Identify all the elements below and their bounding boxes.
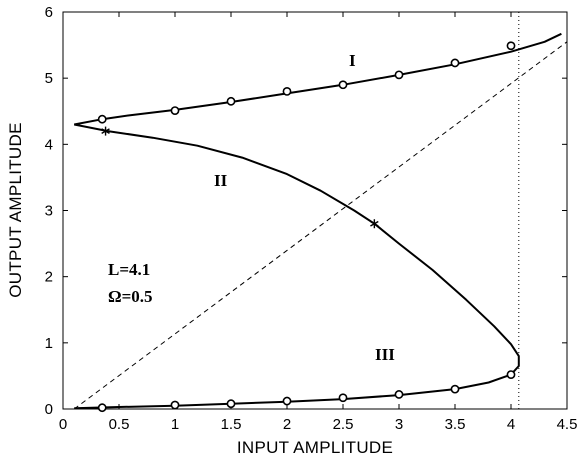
- x-axis-title: INPUT AMPLITUDE: [237, 438, 393, 457]
- data-point-circle: [170, 106, 180, 115]
- annotation-omega-value: Ω=0.5: [108, 287, 153, 306]
- data-point-circle: [170, 400, 180, 410]
- y-axis-title: OUTPUT AMPLITUDE: [6, 122, 25, 297]
- data-point-circle: [394, 390, 404, 399]
- star-stroke: [370, 220, 379, 227]
- data-point-star: [370, 219, 379, 229]
- markers-layer: [97, 41, 516, 413]
- x-tick-label: 4.5: [557, 416, 578, 433]
- x-tick-label: 1: [171, 416, 179, 433]
- x-tick-label: 3.5: [445, 416, 466, 433]
- annotations: I II III L=4.1 Ω=0.5: [108, 51, 395, 364]
- annotation-branch-3: III: [375, 345, 395, 364]
- series-line-solid: [74, 32, 562, 126]
- data-point-circle: [226, 96, 236, 106]
- y-tick-label: 3: [45, 203, 53, 220]
- annotation-branch-1: I: [349, 51, 356, 70]
- x-tick-label: 1.5: [221, 416, 242, 433]
- x-tick-label: 3: [395, 416, 403, 433]
- data-point-circle: [97, 403, 107, 413]
- x-tick-label: 0: [59, 416, 67, 433]
- y-tick-label: 2: [45, 269, 53, 286]
- data-point-star: [101, 126, 110, 136]
- y-tick-label: 6: [45, 4, 53, 21]
- y-tick-label: 1: [45, 335, 53, 352]
- plot-area: [62, 11, 568, 410]
- data-point-circle: [450, 384, 460, 394]
- data-point-circle: [450, 58, 460, 68]
- annotation-l-value: L=4.1: [108, 260, 150, 279]
- data-point-circle: [282, 87, 292, 96]
- star-stroke: [101, 128, 110, 134]
- data-point-circle: [338, 393, 348, 403]
- data-point-circle: [506, 41, 516, 51]
- y-tick-label: 4: [45, 136, 53, 153]
- ticks: 0 0.5 1 1.5 2 2.5 3 3.5 4 4.5 0 1 2 3 4 5 6: [45, 4, 578, 433]
- y-tick-label: 5: [45, 70, 53, 87]
- x-tick-label: 4: [507, 416, 515, 433]
- x-tick-label: 0.5: [109, 416, 130, 433]
- data-point-circle: [226, 399, 236, 409]
- series-line-solid: [74, 123, 520, 410]
- data-point-circle: [97, 114, 107, 124]
- data-point-circle: [394, 70, 404, 80]
- data-point-circle: [282, 396, 292, 406]
- series-line-dashed: [73, 41, 568, 410]
- series-layer: [73, 12, 568, 410]
- y-tick-label: 0: [45, 401, 53, 418]
- data-point-circle: [506, 370, 516, 379]
- x-tick-label: 2.5: [333, 416, 354, 433]
- data-point-circle: [338, 80, 348, 90]
- x-tick-label: 2: [283, 416, 291, 433]
- annotation-branch-2: II: [214, 171, 228, 190]
